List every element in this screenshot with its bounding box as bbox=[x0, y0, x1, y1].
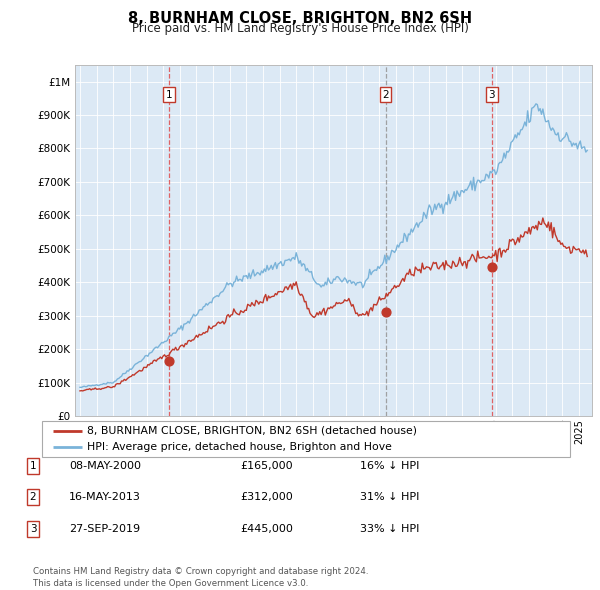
Text: Contains HM Land Registry data © Crown copyright and database right 2024.
This d: Contains HM Land Registry data © Crown c… bbox=[33, 568, 368, 588]
Text: Price paid vs. HM Land Registry's House Price Index (HPI): Price paid vs. HM Land Registry's House … bbox=[131, 22, 469, 35]
Point bbox=[381, 307, 391, 316]
Text: 1: 1 bbox=[29, 461, 37, 471]
Text: HPI: Average price, detached house, Brighton and Hove: HPI: Average price, detached house, Brig… bbox=[87, 442, 392, 453]
Text: 33% ↓ HPI: 33% ↓ HPI bbox=[360, 524, 419, 533]
Text: 16% ↓ HPI: 16% ↓ HPI bbox=[360, 461, 419, 471]
Text: 2: 2 bbox=[29, 493, 37, 502]
Text: £165,000: £165,000 bbox=[240, 461, 293, 471]
Text: 1: 1 bbox=[166, 90, 173, 100]
Text: 31% ↓ HPI: 31% ↓ HPI bbox=[360, 493, 419, 502]
Text: 27-SEP-2019: 27-SEP-2019 bbox=[69, 524, 140, 533]
Text: 3: 3 bbox=[29, 524, 37, 533]
Point bbox=[487, 263, 496, 272]
FancyBboxPatch shape bbox=[42, 421, 570, 457]
Text: 08-MAY-2000: 08-MAY-2000 bbox=[69, 461, 141, 471]
Text: £312,000: £312,000 bbox=[240, 493, 293, 502]
Text: 3: 3 bbox=[488, 90, 495, 100]
Text: 2: 2 bbox=[382, 90, 389, 100]
Point bbox=[164, 356, 174, 366]
Text: 8, BURNHAM CLOSE, BRIGHTON, BN2 6SH (detached house): 8, BURNHAM CLOSE, BRIGHTON, BN2 6SH (det… bbox=[87, 425, 417, 435]
Text: 8, BURNHAM CLOSE, BRIGHTON, BN2 6SH: 8, BURNHAM CLOSE, BRIGHTON, BN2 6SH bbox=[128, 11, 472, 25]
Text: 16-MAY-2013: 16-MAY-2013 bbox=[69, 493, 141, 502]
Text: £445,000: £445,000 bbox=[240, 524, 293, 533]
